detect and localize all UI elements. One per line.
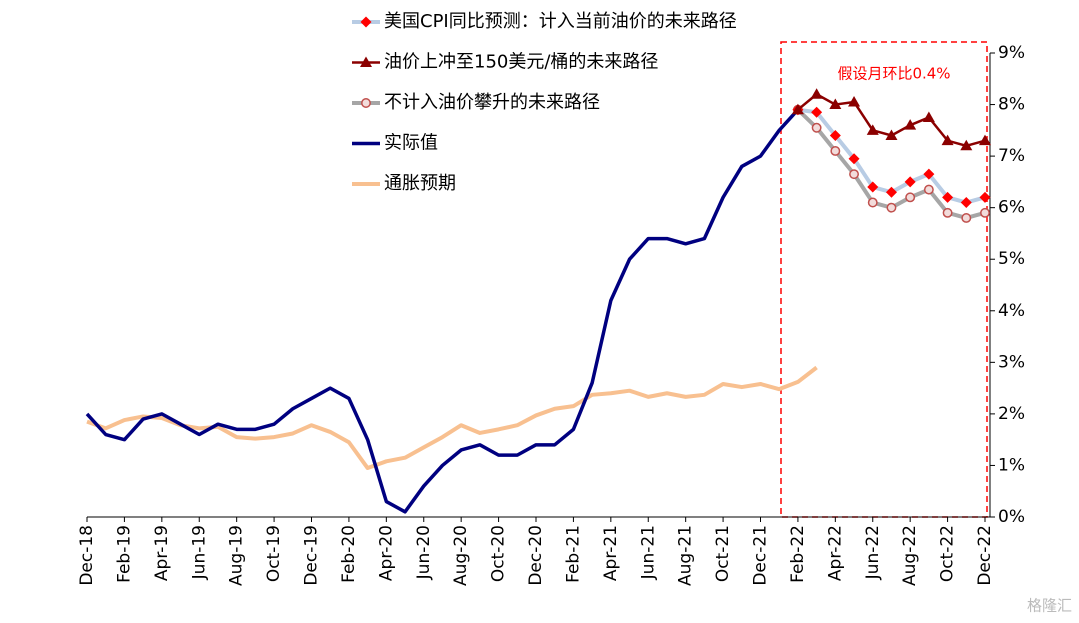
x-tick-label: Dec-20 (526, 525, 546, 586)
watermark: 格隆汇 (1027, 597, 1072, 615)
marker (848, 153, 860, 165)
x-tick-label: Oct-19 (264, 525, 284, 582)
x-tick-label: Jun-22 (863, 525, 883, 580)
marker (830, 146, 841, 156)
legend-item: 通胀预期 (352, 173, 456, 194)
annotation: 假设月环比0.4% (837, 65, 950, 83)
x-tick-label: Feb-19 (114, 525, 134, 583)
x-tick-label: Aug-20 (451, 525, 471, 586)
marker (961, 213, 972, 223)
x-tick-label: Dec-22 (975, 525, 995, 586)
marker (867, 197, 878, 208)
marker (923, 184, 934, 195)
y-tick-label: 0% (998, 507, 1025, 527)
x-tick-label: Dec-21 (751, 525, 771, 586)
x-tick-label: Aug-19 (227, 525, 247, 586)
marker (980, 207, 990, 218)
x-tick-label: Jun-20 (414, 525, 434, 580)
x-tick-label: Jun-21 (638, 525, 658, 580)
legend-label: 油价上冲至150美元/桶的未来路径 (384, 52, 658, 73)
legend-item: 不计入油价攀升的未来路径 (352, 92, 600, 113)
marker (923, 168, 935, 180)
marker (811, 122, 822, 133)
marker (960, 139, 973, 151)
legend-label: 美国CPI同比预测：计入当前油价的未来路径 (384, 11, 737, 32)
marker (979, 191, 991, 203)
y-tick-label: 5% (998, 249, 1025, 269)
marker (791, 103, 804, 115)
marker (829, 129, 841, 141)
x-tick-label: Oct-22 (938, 525, 958, 582)
marker (866, 124, 879, 135)
y-tick-label: 7% (998, 146, 1025, 166)
x-tick-label: Dec-19 (302, 525, 322, 586)
x-tick-label: Feb-21 (563, 525, 583, 583)
marker (360, 56, 372, 67)
marker (886, 202, 897, 213)
x-tick-label: Apr-20 (376, 525, 396, 581)
y-tick-label: 6% (998, 198, 1025, 218)
marker (979, 134, 991, 146)
marker (922, 111, 935, 122)
x-tick-label: Dec-18 (77, 525, 97, 586)
marker (960, 197, 972, 209)
x-tick-label: Aug-21 (676, 525, 696, 586)
y-tick-label: 2% (998, 404, 1025, 424)
marker (360, 16, 372, 28)
y-tick-label: 9% (998, 43, 1025, 63)
y-tick-label: 4% (998, 301, 1025, 321)
x-tick-label: Apr-22 (825, 525, 845, 581)
x-tick-label: Aug-22 (900, 525, 920, 586)
marker (848, 95, 861, 107)
legend-item: 实际值 (352, 133, 438, 154)
marker (361, 98, 371, 108)
x-tick-label: Apr-21 (601, 525, 621, 581)
marker (941, 134, 954, 146)
x-tick-label: Oct-21 (713, 525, 733, 582)
x-tick-label: Feb-22 (788, 525, 808, 583)
legend-item: 美国CPI同比预测：计入当前油价的未来路径 (352, 11, 737, 32)
marker (867, 181, 879, 193)
legend-label: 实际值 (384, 133, 438, 154)
legend-item: 油价上冲至150美元/桶的未来路径 (352, 52, 658, 73)
marker (904, 176, 916, 188)
y-tick-label: 1% (998, 455, 1025, 475)
marker (942, 191, 954, 203)
legend-label: 通胀预期 (384, 173, 456, 194)
legend-label: 不计入油价攀升的未来路径 (384, 92, 600, 113)
marker (905, 192, 916, 203)
x-tick-label: Feb-20 (339, 525, 359, 583)
series-line (86, 365, 818, 471)
y-tick-label: 8% (998, 95, 1025, 115)
marker (829, 98, 842, 110)
marker (810, 88, 823, 99)
series-line (85, 108, 800, 514)
x-tick-label: Jun-19 (189, 525, 209, 580)
marker (811, 106, 823, 118)
y-tick-label: 3% (998, 352, 1025, 372)
marker (942, 207, 953, 218)
marker (885, 186, 897, 198)
x-tick-label: Apr-19 (152, 525, 172, 581)
marker (849, 169, 859, 180)
x-tick-label: Oct-20 (489, 525, 509, 582)
marker (904, 119, 917, 130)
marker (885, 129, 898, 140)
